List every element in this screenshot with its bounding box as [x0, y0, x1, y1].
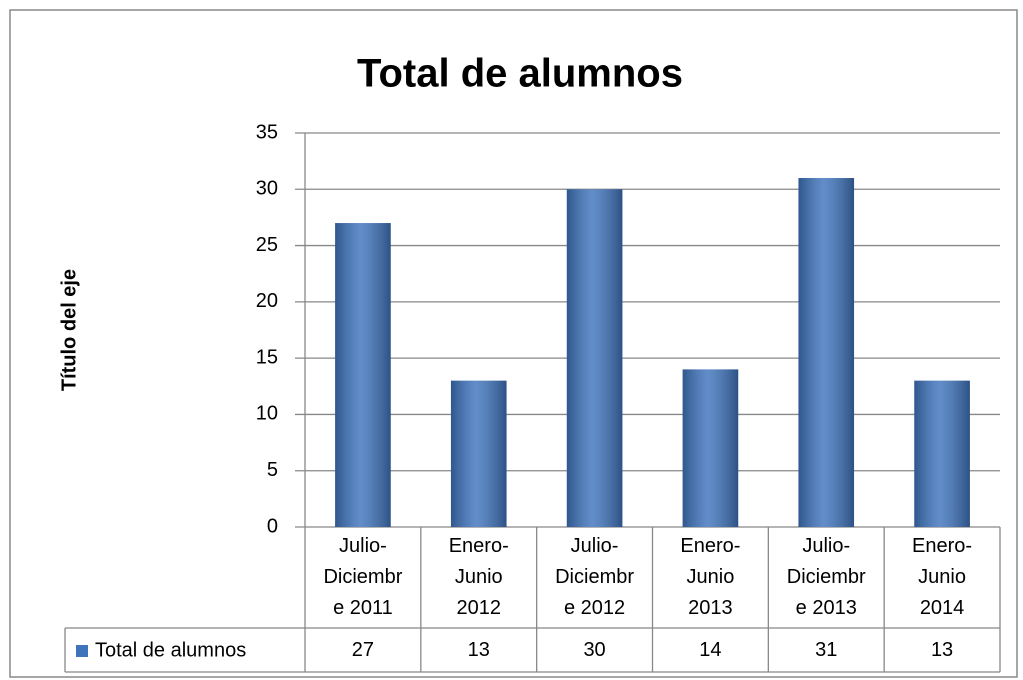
y-tick-label: 0: [267, 515, 278, 537]
data-table-value: 13: [930, 639, 954, 661]
data-table-value: 27: [351, 639, 375, 661]
y-axis-title: Título del eje: [58, 269, 80, 391]
y-tick-label: 30: [256, 178, 278, 200]
data-table-value: 13: [467, 639, 490, 661]
x-tick-label: Enero-Junio 2012: [448, 535, 509, 619]
x-tick-label: Julio-Diciembre 2012: [555, 535, 635, 619]
bar-shade: [798, 178, 855, 527]
chart-title: Total de alumnos: [357, 52, 683, 96]
legend-label: Total de alumnos: [95, 639, 246, 661]
data-table-value: 30: [583, 639, 606, 661]
bar-shade: [682, 369, 739, 527]
bar-shade: [335, 223, 391, 528]
bar-shade: [914, 380, 970, 527]
x-tick-label: Enero-Junio 2014: [912, 535, 973, 619]
x-tick-label: Julio-Diciembre 2011: [323, 535, 403, 619]
legend-swatch: [76, 645, 88, 657]
y-tick-label: 25: [256, 234, 278, 256]
x-tick-label: Enero-Junio 2013: [680, 535, 741, 619]
data-table-value: 14: [699, 639, 722, 661]
bar-shade: [566, 189, 623, 528]
bar-shade: [450, 380, 507, 527]
y-tick-label: 5: [267, 459, 278, 481]
x-tick-label: Julio-Diciembre 2013: [786, 535, 866, 619]
y-tick-label: 10: [256, 403, 278, 425]
y-tick-label: 15: [256, 346, 278, 368]
data-table-value: 31: [815, 639, 838, 661]
y-tick-label: 35: [256, 121, 278, 143]
y-tick-label: 20: [256, 290, 278, 312]
